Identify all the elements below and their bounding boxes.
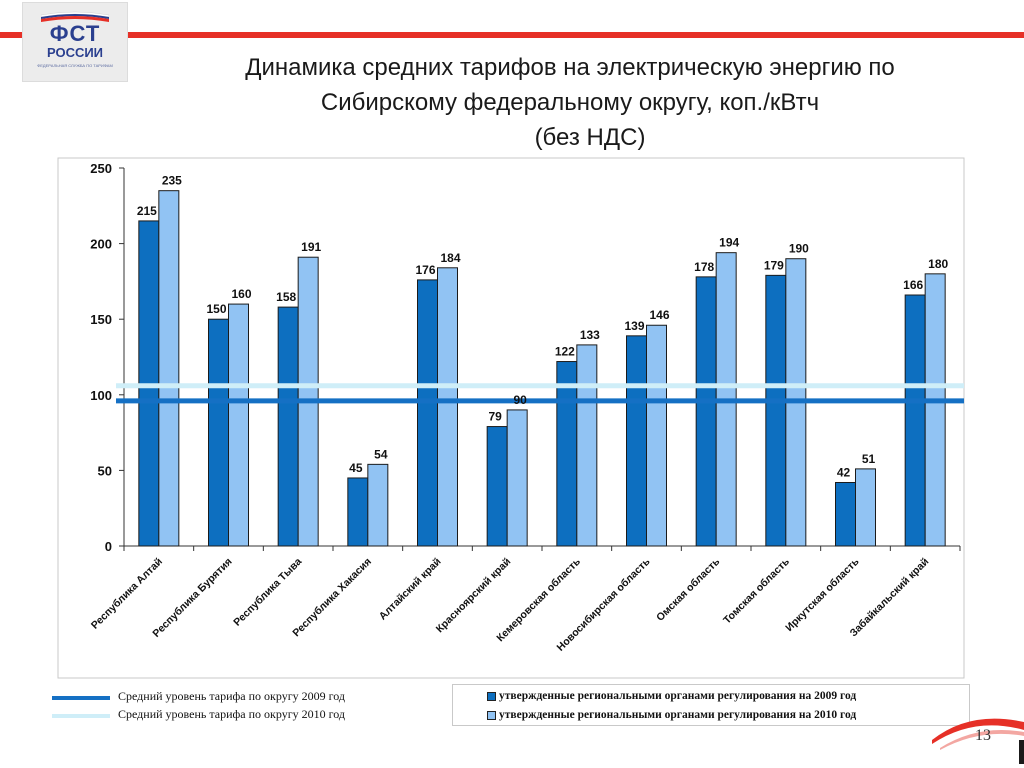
data-label-2010: 51 (862, 452, 876, 466)
bar-2009 (556, 361, 578, 547)
data-label-2009: 150 (206, 302, 226, 316)
bar-2010 (367, 463, 389, 547)
data-label-2009: 79 (488, 410, 502, 424)
bar-2010 (437, 267, 458, 547)
data-label-2010: 133 (580, 328, 600, 342)
legend-swatch-2009 (487, 692, 496, 701)
data-label-2010: 190 (789, 242, 809, 256)
y-tick-label: 200 (90, 237, 112, 252)
bar-2009 (904, 294, 926, 547)
bar-2009 (765, 274, 787, 547)
data-label-2010: 194 (719, 236, 739, 250)
title-line-3: (без НДС) (534, 124, 646, 151)
data-label-2010: 180 (928, 257, 948, 271)
x-category-label: Республика Тыва (231, 556, 304, 629)
legend-series-2010: утвержденные региональными органами регу… (487, 709, 857, 721)
slide-title: Динамика средних тарифов на электрическу… (140, 50, 1000, 155)
data-label-2010: 184 (440, 251, 460, 265)
legend-series-2010-label: утвержденные региональными органами регу… (499, 709, 857, 721)
data-label-2009: 215 (137, 204, 157, 218)
fst-logo: ФСТ РОССИИ ФЕДЕРАЛЬНАЯ СЛУЖБА ПО ТАРИФАМ (22, 2, 128, 82)
legend-avg-2009-label: Средний уровень тарифа по округу 2009 го… (118, 689, 345, 703)
bar-2009 (486, 426, 508, 547)
data-label-2010: 160 (231, 287, 251, 301)
data-label-2009: 139 (624, 319, 644, 333)
legend-swatch-2010 (487, 711, 496, 720)
data-label-2009: 42 (837, 465, 851, 479)
y-tick-label: 150 (90, 312, 112, 327)
bar-2010 (646, 324, 667, 547)
bar-2009 (626, 335, 647, 547)
y-tick-label: 50 (98, 463, 112, 478)
page-number: 13 (975, 727, 991, 744)
y-tick-label: 100 (90, 388, 112, 403)
data-label-2010: 235 (162, 174, 182, 188)
bar-2010 (576, 344, 598, 547)
series-legend: утвержденные региональными органами регу… (452, 684, 970, 726)
data-label-2009: 158 (276, 290, 296, 304)
data-label-2009: 179 (764, 258, 784, 272)
data-label-2009: 176 (415, 263, 435, 277)
x-category-label: Алтайский край (377, 556, 444, 623)
bar-2010 (855, 468, 876, 547)
title-line-2: Сибирскому федеральному округу, коп./кВт… (320, 89, 820, 116)
data-label-2010: 54 (374, 447, 388, 461)
legend-avg-2010-line (52, 714, 110, 718)
bar-2009 (695, 276, 717, 547)
data-label-2009: 45 (349, 461, 363, 475)
bar-2009 (835, 481, 856, 547)
bar-2009 (277, 306, 299, 547)
x-category-label: Республика Алтай (89, 556, 165, 632)
legend-series-2009-label: утвержденные региональными органами регу… (499, 690, 857, 702)
corner-swoosh-decoration (932, 718, 1024, 750)
data-label-2010: 146 (649, 308, 669, 322)
corner-mark (1019, 740, 1024, 764)
x-category-label: Забайкальский край (848, 556, 932, 640)
logo-sub-text: РОССИИ (46, 45, 104, 60)
bar-2009 (208, 318, 229, 547)
x-category-label: Иркутская область (783, 555, 862, 634)
data-label-2010: 191 (301, 240, 321, 254)
bar-2010 (924, 273, 946, 547)
legend-series-2009: утвержденные региональными органами регу… (487, 690, 857, 702)
title-line-1: Динамика средних тарифов на электрическу… (245, 54, 895, 81)
y-tick-label: 0 (105, 539, 112, 554)
legend-avg-2009-line (52, 696, 110, 700)
bar-2010 (158, 190, 180, 547)
bar-2009 (417, 279, 438, 547)
x-category-label: Республика Бурятия (150, 556, 234, 640)
data-label-2009: 122 (555, 345, 575, 359)
logo-tiny-text: ФЕДЕРАЛЬНАЯ СЛУЖБА ПО ТАРИФАМ (37, 63, 113, 68)
x-category-label: Красноярский край (434, 556, 514, 636)
data-label-2009: 166 (903, 278, 923, 292)
x-category-label: Томская область (721, 555, 792, 626)
bar-2010 (228, 303, 249, 547)
chart-frame (57, 157, 965, 679)
legend-avg-2010-label: Средний уровень тарифа по округу 2010 го… (118, 707, 345, 721)
x-category-label: Омская область (654, 555, 723, 624)
header-red-stripe (127, 32, 1024, 38)
bar-2009 (347, 477, 369, 547)
flag-swoosh-icon (41, 11, 109, 22)
data-label-2009: 178 (694, 260, 714, 274)
y-tick-label: 250 (90, 161, 112, 176)
logo-main-text: ФСТ (49, 21, 101, 46)
x-category-label: Республика Хакасия (290, 556, 374, 640)
bar-2010 (506, 409, 528, 547)
data-label-2010: 90 (513, 393, 527, 407)
header-red-stripe-left (0, 32, 22, 38)
